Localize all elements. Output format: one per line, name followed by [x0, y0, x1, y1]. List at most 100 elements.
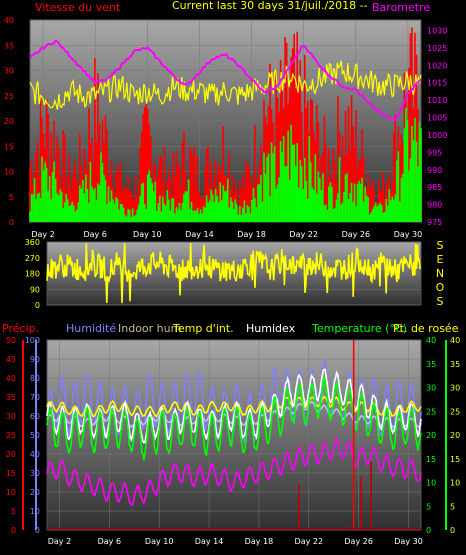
barometer-axis-title: Barometre: [372, 1, 430, 14]
temperature-tick-label: 25: [426, 407, 436, 416]
dewpoint-tick-label: 25: [450, 407, 460, 416]
barometer-tick-label: 990: [427, 166, 442, 175]
wind-x-tick-label: Day 6: [83, 230, 106, 239]
humidity-tick-label: 10: [30, 507, 40, 516]
barometer-tick-label: 1020: [427, 61, 447, 70]
direction-tick-label: 90: [30, 285, 40, 294]
precip-tick-label: 15: [6, 469, 16, 478]
precip-tick-label: 30: [6, 412, 16, 421]
barometer-tick-label: 1000: [427, 131, 447, 140]
dewpoint-tick-label: 10: [450, 479, 460, 488]
wind-tick-label: 0: [9, 218, 14, 227]
wind-direction-line: [46, 242, 422, 304]
series-line: [46, 376, 422, 461]
barometer-tick-label: 1025: [427, 44, 447, 53]
precip-tick-label: 5: [11, 507, 16, 516]
tick-labels: 0510152025303540975980985990995100010051…: [4, 16, 460, 546]
legend-humidity: Humidité: [66, 322, 116, 335]
temperature-tick-label: 35: [426, 360, 436, 369]
temp-x-tick-label: Day 26: [344, 537, 373, 546]
precip-tick-label: 0: [11, 526, 16, 535]
temp-x-tick-label: Day 14: [195, 537, 224, 546]
wind-tick-label: 30: [4, 67, 14, 76]
compass-label: S: [437, 295, 444, 308]
legend-indoor-humidity: Indoor hum: [118, 322, 181, 335]
dewpoint-tick-label: 5: [450, 502, 455, 511]
wind-tick-label: 15: [4, 142, 14, 151]
dewpoint-tick-label: 15: [450, 455, 460, 464]
humidity-tick-label: 90: [30, 355, 40, 364]
humidity-tick-label: 30: [30, 469, 40, 478]
temperature-tick-label: 0: [426, 526, 431, 535]
humidity-tick-label: 100: [25, 336, 40, 345]
temp-x-tick-label: Day 22: [295, 537, 324, 546]
temperature-tick-label: 40: [426, 336, 436, 345]
barometer-tick-label: 1015: [427, 79, 447, 88]
temperature-tick-label: 5: [426, 502, 431, 511]
temp-x-tick-label: Day 6: [98, 537, 121, 546]
direction-tick-label: 0: [35, 301, 40, 310]
barometer-tick-label: 995: [427, 148, 442, 157]
direction-tick-label: 270: [25, 254, 40, 263]
humidity-tick-label: 70: [30, 393, 40, 402]
barometer-tick-label: 980: [427, 201, 442, 210]
direction-tick-label: 360: [25, 238, 40, 247]
wind-x-tick-label: Day 10: [133, 230, 162, 239]
temperature-line: [29, 60, 422, 110]
compass-label: O: [436, 281, 445, 294]
wind-x-tick-label: Day 2: [31, 230, 54, 239]
dewpoint-tick-label: 35: [450, 360, 460, 369]
wind-tick-label: 35: [4, 41, 14, 50]
precip-tick-label: 40: [6, 374, 16, 383]
wind-tick-label: 20: [4, 117, 14, 126]
legend-precipitation: Précip.: [2, 322, 39, 335]
wind-axis-title: Vitesse du vent: [35, 1, 121, 14]
dewpoint-tick-label: 0: [450, 526, 455, 535]
barometer-tick-label: 985: [427, 183, 442, 192]
temp-x-tick-label: Day 2: [48, 537, 71, 546]
dewpoint-tick-label: 30: [450, 384, 460, 393]
precip-tick-label: 35: [6, 393, 16, 402]
temperature-tick-label: 30: [426, 384, 436, 393]
wind-tick-label: 5: [9, 193, 14, 202]
legend-indoor-temp: Temp d'int.: [172, 322, 234, 335]
barometer-tick-label: 975: [427, 218, 442, 227]
legend-dew-point: Pt. de rosée: [393, 322, 459, 335]
wind-x-tick-label: Day 22: [289, 230, 318, 239]
wind-x-tick-label: Day 18: [237, 230, 266, 239]
temp-x-tick-label: Day 30: [394, 537, 423, 546]
humidity-tick-label: 50: [30, 431, 40, 440]
barometer-tick-label: 1010: [427, 96, 447, 105]
wind-tick-label: 25: [4, 92, 14, 101]
precip-tick-label: 20: [6, 450, 16, 459]
humidity-tick-label: 0: [35, 526, 40, 535]
humidity-tick-label: 40: [30, 450, 40, 459]
compass-label: N: [436, 267, 444, 280]
humidity-tick-label: 60: [30, 412, 40, 421]
temperature-tick-label: 20: [426, 431, 436, 440]
barometer-tick-label: 1030: [427, 26, 447, 35]
precip-tick-label: 25: [6, 431, 16, 440]
temp-x-tick-label: Day 10: [145, 537, 174, 546]
humidity-tick-label: 80: [30, 374, 40, 383]
legend-humidex: Humidex: [246, 322, 296, 335]
wind-x-tick-label: Day 26: [342, 230, 371, 239]
dewpoint-tick-label: 20: [450, 431, 460, 440]
precip-tick-label: 10: [6, 488, 16, 497]
legend-temperature: Temperature (°C): [311, 322, 407, 335]
precip-tick-label: 50: [6, 336, 16, 345]
dewpoint-tick-label: 40: [450, 336, 460, 345]
temperature-tick-label: 10: [426, 479, 436, 488]
temp-x-tick-label: Day 18: [245, 537, 274, 546]
wind-tick-label: 10: [4, 168, 14, 177]
series-layer: [29, 27, 422, 530]
wind-x-tick-label: Day 14: [185, 230, 214, 239]
humidity-tick-label: 20: [30, 488, 40, 497]
temperature-tick-label: 15: [426, 455, 436, 464]
chart-header-title: Current last 30 days 31/juil./2018 --: [172, 0, 368, 12]
wind-x-tick-label: Day 30: [394, 230, 423, 239]
barometer-line: [29, 39, 422, 122]
compass-label: S: [437, 239, 444, 252]
